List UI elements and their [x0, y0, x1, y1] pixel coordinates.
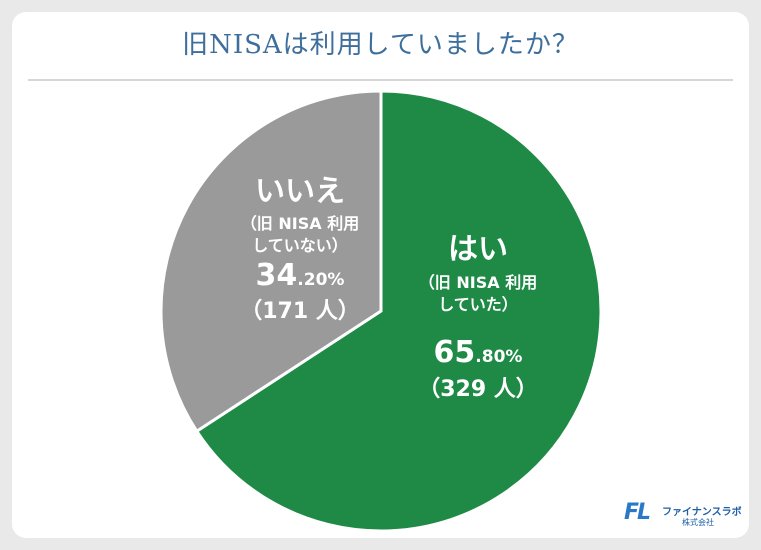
pie-slice-yes: [194, 89, 603, 533]
slice-no-percent-big: 34: [256, 258, 298, 293]
slice-yes-count: （329 人）: [418, 377, 538, 402]
slice-yes-labels: はい （旧 NISA 利用 していた） 65.80% （329 人）: [418, 232, 538, 402]
slice-yes-percent-big: 65: [434, 335, 476, 370]
slice-no-sublabel-1: （旧 NISA 利用: [241, 214, 359, 233]
slice-yes-percent-small: .80%: [475, 347, 522, 367]
logo-company: 株式会社: [682, 518, 714, 527]
slice-no-percent-small: .20%: [297, 270, 344, 290]
chart-title: 旧NISAは利用していましたか？: [182, 30, 579, 60]
slice-no-sublabel-2: していない）: [252, 236, 348, 255]
title-divider: [28, 79, 733, 81]
slice-yes-label: はい: [448, 232, 508, 267]
logo-mark: FL: [624, 500, 651, 525]
company-logo: FL ファイナンスラボ 株式会社: [624, 500, 744, 532]
logo-name: ファイナンスラボ: [662, 507, 742, 518]
slice-yes-percent: 65.80%: [434, 335, 523, 370]
slice-no-percent: 34.20%: [256, 258, 345, 293]
pie-slices: [159, 89, 603, 533]
slice-no-label: いいえ: [255, 174, 345, 209]
slice-yes-sublabel-2: していた）: [438, 295, 518, 314]
pie-slice-no: [159, 89, 383, 434]
slice-yes-sublabel-1: （旧 NISA 利用: [419, 273, 537, 292]
slice-no-count: （171 人）: [240, 299, 360, 324]
slice-no-labels: いいえ （旧 NISA 利用 していない） 34.20% （171 人）: [240, 174, 360, 324]
